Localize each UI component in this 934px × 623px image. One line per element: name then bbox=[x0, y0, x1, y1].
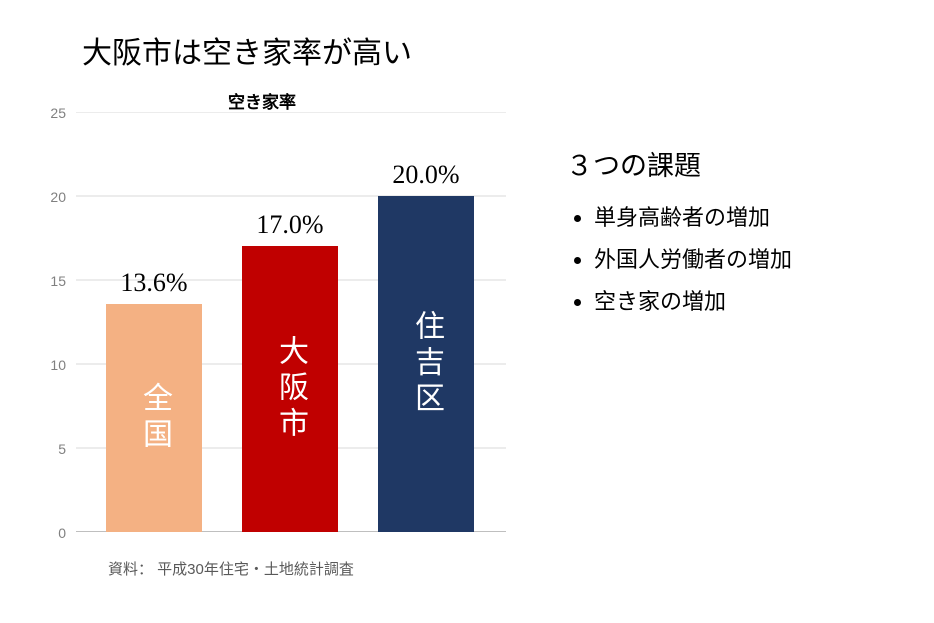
issues-list: 単身高齢者の増加外国人労働者の増加空き家の増加 bbox=[566, 197, 792, 323]
chart-title: 空き家率 bbox=[228, 88, 296, 113]
bar-category-label: 全国 bbox=[106, 304, 202, 532]
page-title: 大阪市は空き家率が高い bbox=[82, 28, 412, 72]
ytick-label: 10 bbox=[26, 357, 66, 373]
source-note: 資料： 平成30年住宅・土地統計調査 bbox=[108, 558, 354, 579]
issues-list-item: 空き家の増加 bbox=[594, 281, 792, 323]
bar-category-label: 住吉区 bbox=[378, 196, 474, 532]
ytick-label: 20 bbox=[26, 189, 66, 205]
ytick-label: 15 bbox=[26, 273, 66, 289]
bar-value-label: 20.0% bbox=[363, 160, 489, 190]
bar-value-label: 13.6% bbox=[91, 268, 217, 298]
chart-area: 13.6%全国17.0%大阪市20.0%住吉区 0510152025 bbox=[76, 112, 506, 532]
issues-title: ３つの課題 bbox=[566, 144, 792, 183]
ytick-label: 25 bbox=[26, 105, 66, 121]
issues-panel: ３つの課題 単身高齢者の増加外国人労働者の増加空き家の増加 bbox=[566, 144, 792, 323]
issues-list-item: 単身高齢者の増加 bbox=[594, 197, 792, 239]
bar-category-label: 大阪市 bbox=[242, 246, 338, 532]
ytick-label: 5 bbox=[26, 441, 66, 457]
bar-value-label: 17.0% bbox=[227, 210, 353, 240]
issues-list-item: 外国人労働者の増加 bbox=[594, 239, 792, 281]
ytick-label: 0 bbox=[26, 525, 66, 541]
slide: 大阪市は空き家率が高い 空き家率 13.6% 全国 17.0% 大阪市 20.0% 住吉区… bbox=[0, 0, 934, 623]
